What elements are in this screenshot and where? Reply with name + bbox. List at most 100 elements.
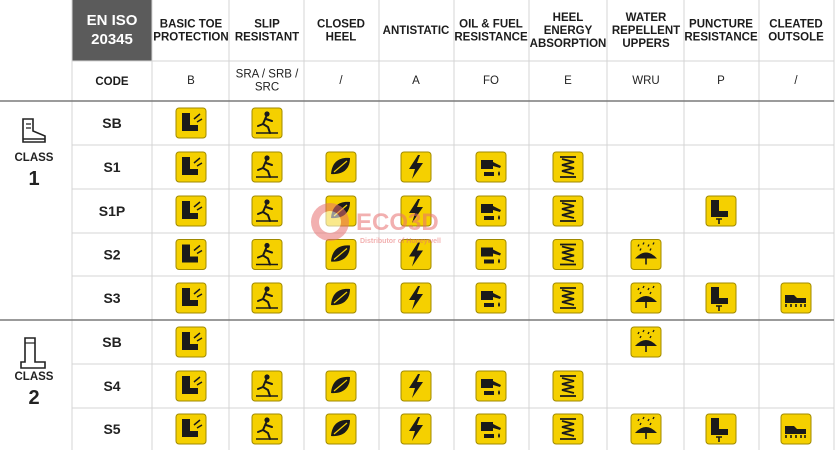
code-value-co: /	[794, 75, 798, 87]
code-value-fo: FO	[483, 75, 499, 87]
closed-heel-icon	[325, 239, 357, 270]
spring-icon	[552, 413, 584, 445]
watermark-brand: ECO3D	[356, 209, 439, 236]
watermark-subtitle: Distributor of Honeywell	[360, 238, 441, 245]
badge-bg	[175, 195, 207, 227]
badge-bg	[251, 195, 283, 227]
column-header-wru: UPPERS	[622, 38, 670, 50]
row-label-s4: S4	[103, 378, 120, 394]
nail-boot-icon	[705, 413, 737, 445]
column-header-fo: OIL & FUEL	[459, 19, 523, 31]
code-value-p: P	[717, 75, 725, 87]
column-header-b: PROTECTION	[153, 32, 228, 44]
umbrella-rain-icon	[630, 413, 662, 445]
code-value-e: E	[564, 75, 572, 87]
code-value-ch: /	[339, 75, 343, 87]
slip-figure-icon	[251, 413, 283, 445]
slip-figure-icon	[251, 282, 283, 314]
slip-figure-icon	[251, 370, 283, 402]
lightning-icon	[400, 239, 432, 270]
badge-bg	[175, 413, 207, 445]
badge-bg	[251, 107, 283, 139]
column-header-fo: RESISTANCE	[454, 32, 528, 44]
badge-bg	[175, 239, 207, 270]
class-label: CLASS	[15, 371, 54, 383]
toe-cap-boot-icon	[175, 107, 207, 139]
cleated-shoe-icon	[780, 282, 812, 314]
standard-line2: 20345	[91, 31, 133, 48]
oil-can-icon	[475, 370, 507, 402]
toe-cap-boot-icon	[175, 370, 207, 402]
class-label: CLASS	[15, 152, 54, 164]
spring-icon	[552, 239, 584, 270]
code-value-b: B	[187, 75, 195, 87]
badge-bg	[251, 370, 283, 402]
badge-bg	[251, 282, 283, 314]
column-header-co: OUTSOLE	[768, 32, 824, 44]
standard-cell	[72, 0, 152, 61]
column-header-ch: HEEL	[326, 32, 357, 44]
hiking-boot-icon	[22, 118, 46, 143]
toe-cap-boot-icon	[175, 195, 207, 227]
slip-figure-icon	[251, 195, 283, 227]
column-header-e: ENERGY	[544, 25, 593, 37]
badge-bg	[251, 239, 283, 270]
oil-can-icon	[475, 282, 507, 314]
lightning-icon	[400, 370, 432, 402]
badge-bg	[251, 151, 283, 183]
nail-boot-icon	[705, 282, 737, 314]
row-label-s1: S1	[103, 159, 120, 175]
spring-icon	[552, 370, 584, 402]
umbrella-rain-icon	[630, 282, 662, 314]
column-header-p: RESISTANCE	[684, 32, 758, 44]
class-number: 1	[28, 168, 39, 190]
code-value-sr: SRA / SRB /	[236, 69, 299, 81]
toe-cap-boot-icon	[175, 151, 207, 183]
nail-boot-icon	[705, 195, 737, 227]
column-header-sr: RESISTANT	[235, 32, 299, 44]
closed-heel-icon	[325, 370, 357, 402]
badge-bg	[175, 107, 207, 139]
row-label-s1p: S1P	[99, 203, 125, 219]
badge-bg	[175, 282, 207, 314]
column-header-sr: SLIP	[254, 19, 280, 31]
toe-cap-boot-icon	[175, 239, 207, 270]
toe-cap-boot-icon	[175, 326, 207, 358]
oil-can-icon	[475, 151, 507, 183]
closed-heel-icon	[325, 282, 357, 314]
column-header-ch: CLOSED	[317, 19, 365, 31]
oil-can-icon	[475, 239, 507, 270]
row-label-s5: S5	[103, 421, 120, 437]
lightning-icon	[400, 195, 432, 227]
spring-icon	[552, 151, 584, 183]
closed-heel-icon	[325, 413, 357, 445]
rubber-boot-icon	[20, 337, 46, 369]
toe-cap-boot-icon	[175, 413, 207, 445]
slip-figure-icon	[251, 239, 283, 270]
column-header-e: HEEL	[553, 12, 584, 24]
standard-line1: EN ISO	[87, 12, 138, 29]
badge-bg	[175, 370, 207, 402]
lightning-icon	[400, 413, 432, 445]
code-label: CODE	[95, 76, 129, 88]
lightning-icon	[400, 282, 432, 314]
oil-can-icon	[475, 413, 507, 445]
code-value-sr: SRC	[255, 82, 279, 94]
spring-icon	[552, 282, 584, 314]
closed-heel-icon	[325, 151, 357, 183]
umbrella-rain-icon	[630, 326, 662, 358]
row-label-sb: SB	[102, 115, 121, 131]
watermark: ECO3D Distributor of Honeywell	[311, 203, 441, 245]
row-label-s3: S3	[103, 290, 120, 306]
row-label-s2: S2	[103, 247, 120, 263]
slip-figure-icon	[251, 107, 283, 139]
badge-bg	[175, 326, 207, 358]
column-header-b: BASIC TOE	[160, 19, 223, 31]
toe-cap-boot-icon	[175, 282, 207, 314]
cleated-shoe-icon	[780, 413, 812, 445]
umbrella-rain-icon	[630, 239, 662, 270]
badge-bg	[251, 413, 283, 445]
lightning-icon	[400, 151, 432, 183]
slip-figure-icon	[251, 151, 283, 183]
